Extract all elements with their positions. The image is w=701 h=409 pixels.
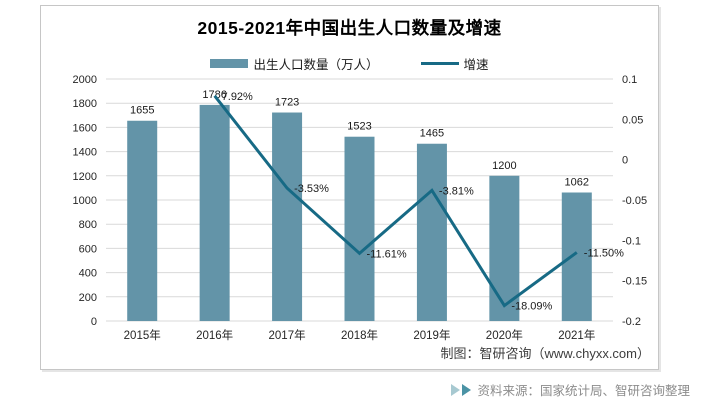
left-axis-tick: 1000 [73,195,97,207]
right-axis-tick: -0.2 [622,316,641,328]
bar [344,136,375,321]
source-footer: 资料来源：国家统计局、智研咨询整理 [451,380,690,399]
left-axis-tick: 1200 [73,171,97,183]
right-axis-tick: -0.05 [622,195,647,207]
x-axis-label: 2021年 [558,328,595,342]
legend: 出生人口数量（万人） 增速 [41,54,658,73]
left-axis-tick: 1400 [73,147,97,159]
rate-label: -11.61% [367,248,407,260]
bar-series-swatch-icon [210,59,249,68]
growth-line [213,94,578,308]
left-axis-tick: 200 [79,292,97,304]
chart-plot: 20001800160014001200100080060040020000.1… [73,74,648,342]
chart-container: 2015-2021年中国出生人口数量及增速 出生人口数量（万人） 增速 2000… [40,5,659,370]
rate-label: 7.92% [222,91,253,103]
right-axis-tick: 0.1 [622,74,637,86]
left-axis-tick: 400 [79,268,97,280]
bar [127,120,158,322]
bar-value-label: 1786 [202,89,226,101]
bar-value-label: 1723 [275,97,299,109]
bar-value-label: 1523 [347,121,371,133]
line-series-swatch-icon [420,62,459,65]
legend-label-births: 出生人口数量（万人） [253,58,379,72]
x-axis-label: 2018年 [341,328,378,342]
left-axis-tick: 800 [79,219,97,231]
rate-label: -3.81% [439,185,474,197]
bar [561,192,592,321]
left-axis-tick: 2000 [73,74,97,86]
chart-title: 2015-2021年中国出生人口数量及增速 [197,18,502,38]
rate-label: -11.50% [584,247,624,259]
x-axis-label: 2017年 [269,328,306,342]
left-axis-tick: 1600 [73,122,97,134]
legend-item-births: 出生人口数量（万人） [210,54,379,73]
rate-label: -18.09% [511,301,552,313]
bar [416,143,447,321]
x-axis-label: 2015年 [124,328,161,342]
x-axis-label: 2019年 [413,328,450,342]
right-axis-tick: 0.05 [622,114,643,126]
bar [272,112,303,321]
arrow-right-icon [451,383,461,396]
left-axis-tick: 1800 [73,98,97,110]
bar-value-label: 1465 [420,128,444,140]
left-axis-tick: 600 [79,243,97,255]
bar [199,104,230,321]
x-axis-label: 2016年 [196,328,233,342]
bar-value-label: 1062 [565,176,589,188]
right-axis-tick: -0.1 [622,235,641,247]
right-axis-tick: 0 [622,155,628,167]
bar-value-label: 1655 [130,105,154,117]
source-text: 资料来源：国家统计局、智研咨询整理 [477,384,690,398]
x-axis-label: 2020年 [486,328,523,342]
right-axis-tick: -0.15 [622,276,647,288]
legend-item-growth: 增速 [420,54,489,73]
legend-label-growth: 增速 [463,58,489,72]
left-axis-tick: 0 [91,316,97,328]
credit-text: 制图：智研咨询（www.chyxx.com） [440,346,650,361]
bar-value-label: 1200 [492,160,516,172]
arrow-right-icon [462,383,472,396]
rate-label: -3.53% [294,183,329,195]
